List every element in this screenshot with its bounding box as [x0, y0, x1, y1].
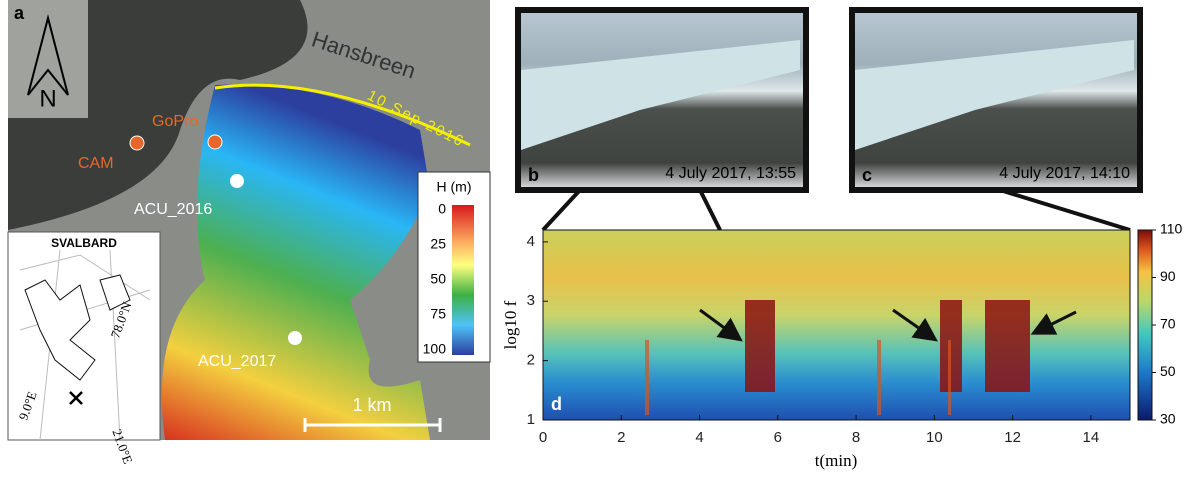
x-tick-label: 12 — [1004, 429, 1021, 446]
x-tick-label: 10 — [926, 429, 943, 446]
colorbar — [1137, 229, 1153, 421]
spectrogram-streak — [948, 340, 951, 415]
spectrogram-streak — [645, 340, 649, 415]
spectrogram-event — [985, 300, 1030, 392]
point — [230, 174, 244, 188]
colorbar-tick-label: 70 — [1160, 316, 1176, 332]
legend-colorbar — [452, 205, 474, 355]
connector — [541, 188, 1131, 232]
x-tick-label: 4 — [695, 429, 703, 446]
point-label: CAM — [78, 155, 114, 172]
arrow — [892, 308, 938, 342]
x-tick-label: 8 — [852, 429, 860, 446]
legend-tick-label: 100 — [423, 341, 447, 357]
spectrogram-streak — [877, 340, 881, 415]
plot-frame — [542, 229, 1131, 421]
point-label: ACU_2017 — [198, 353, 276, 370]
point — [129, 135, 145, 151]
spectrogram-event — [745, 300, 775, 392]
y-tick-label: 3 — [527, 292, 535, 309]
north-arrow — [27, 14, 69, 96]
front-line — [214, 83, 471, 147]
north-label: N — [39, 85, 56, 112]
scale-bar — [303, 418, 442, 432]
panel-label: a — [14, 3, 25, 23]
scale-label: 1 km — [352, 395, 391, 415]
y-axis-label: log10 f — [501, 300, 520, 349]
x-tick-label: 2 — [617, 429, 625, 446]
point — [288, 331, 302, 345]
colorbar-tick-label: 50 — [1160, 363, 1176, 379]
panel-label: c — [862, 165, 872, 185]
x-tick-label: 14 — [1083, 429, 1100, 446]
legend-title: H (m) — [437, 179, 472, 195]
x-tick-label: 6 — [774, 429, 782, 446]
photo-glacier — [855, 40, 1134, 150]
legend-tick-label: 50 — [430, 271, 446, 287]
point — [207, 134, 223, 150]
y-tick-label: 1 — [527, 411, 535, 428]
colorbar-tick-label: 30 — [1160, 411, 1176, 427]
legend-tick-label: 75 — [430, 306, 446, 322]
point-label: GoPro — [152, 113, 198, 130]
photo-caption: 4 July 2017, 14:10 — [999, 165, 1130, 182]
photo-caption: 4 July 2017, 13:55 — [665, 165, 796, 182]
glacier-surface — [161, 84, 431, 440]
panel-label: b — [528, 165, 539, 185]
x-axis-label: t(min) — [815, 451, 858, 470]
point-label: ACU_2016 — [134, 201, 212, 218]
arrow — [699, 308, 743, 342]
y-tick-label: 2 — [527, 352, 535, 369]
inset-marker — [69, 391, 83, 405]
y-tick-label: 4 — [527, 233, 535, 250]
inset-title: SVALBARD — [51, 236, 117, 250]
colorbar-tick-label: 90 — [1160, 268, 1176, 284]
x-tick-label: 0 — [539, 429, 547, 446]
inset-coast — [24, 274, 131, 381]
photo-glacier — [521, 40, 800, 150]
legend-tick-label: 0 — [438, 201, 446, 217]
spectrogram — [543, 230, 1130, 420]
arrow — [1030, 310, 1077, 335]
legend-tick-label: 25 — [430, 236, 446, 252]
colorbar-tick-label: 110 — [1160, 221, 1183, 237]
panel-label: d — [551, 394, 562, 414]
